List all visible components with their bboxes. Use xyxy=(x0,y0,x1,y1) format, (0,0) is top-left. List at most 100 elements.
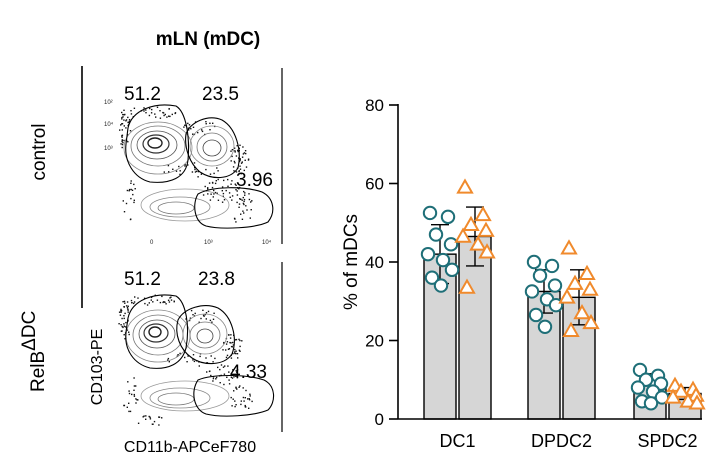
p2-event-126 xyxy=(212,380,214,382)
p1-event-216 xyxy=(123,211,126,213)
p1-event-148 xyxy=(207,188,209,190)
p1-event-85 xyxy=(241,156,244,158)
p2-event-148 xyxy=(238,386,240,388)
p2-event-138 xyxy=(228,383,231,385)
p1-event-11 xyxy=(127,141,129,143)
p2-event-124 xyxy=(236,369,239,371)
p1-event-10 xyxy=(128,120,131,123)
p2-event-240 xyxy=(161,417,163,419)
p2-event-8 xyxy=(123,334,125,336)
p1-event-248 xyxy=(188,124,191,126)
p2-event-123 xyxy=(206,371,208,373)
p1-event-150 xyxy=(227,185,229,187)
p2-event-86 xyxy=(230,345,233,348)
tick-x-3: 10⁴ xyxy=(262,239,272,246)
point-dc1-relb-1 xyxy=(474,205,492,222)
p2-event-44 xyxy=(137,297,139,299)
p1-event-63 xyxy=(130,110,132,112)
p2-event-114 xyxy=(228,371,230,373)
p1-event-34 xyxy=(121,118,123,120)
gate-double-positive xyxy=(185,117,240,179)
p2-event-19 xyxy=(126,329,129,331)
p2-event-191 xyxy=(206,362,208,364)
p1-event-232 xyxy=(132,193,134,196)
p1-event-127 xyxy=(221,201,224,203)
p1-event-126 xyxy=(214,191,217,194)
p1-event-147 xyxy=(208,182,211,184)
p1-event-213 xyxy=(217,170,219,172)
p2-event-52 xyxy=(170,299,173,301)
p1-event-200 xyxy=(184,165,186,167)
p1-event-28 xyxy=(121,136,123,138)
data-points xyxy=(420,178,706,411)
p1-event-122 xyxy=(207,187,209,189)
p2-event-92 xyxy=(239,339,241,342)
p2-event-249 xyxy=(151,423,154,425)
p1-event-119 xyxy=(223,199,226,201)
p2-event-121 xyxy=(223,373,226,375)
p1-event-29 xyxy=(121,140,123,143)
p1-event-137 xyxy=(231,180,233,182)
p1-event-152 xyxy=(213,193,215,195)
p2-event-162 xyxy=(244,405,246,407)
point-dc1-control-7 xyxy=(424,270,440,285)
p1-event-87 xyxy=(230,160,232,162)
p2-event-4 xyxy=(120,324,122,326)
p2-event-102 xyxy=(230,334,232,336)
p2-event-88 xyxy=(227,348,230,350)
p2-event-221 xyxy=(188,319,191,322)
p2-event-244 xyxy=(142,416,144,418)
p2-event-32 xyxy=(121,317,123,320)
p2-event-20 xyxy=(127,305,129,307)
p2-event-230 xyxy=(202,309,204,311)
p2-event-48 xyxy=(130,299,133,302)
p1-event-33 xyxy=(127,116,129,119)
p2-event-83 xyxy=(235,339,237,341)
p1-event-95 xyxy=(235,171,238,173)
p2-event-77 xyxy=(235,352,237,355)
p2-event-129 xyxy=(215,378,217,380)
p2-event-205 xyxy=(128,402,130,404)
p1-event-211 xyxy=(197,176,199,178)
relb-label-text: RelB xyxy=(28,351,49,392)
p2-event-119 xyxy=(222,366,225,368)
p1-event-111 xyxy=(238,170,240,173)
p2-event-166 xyxy=(247,398,249,400)
p1-event-6 xyxy=(125,120,127,122)
p2-event-238 xyxy=(137,422,140,424)
p2-event-24 xyxy=(125,305,128,307)
point-dc1-control-3 xyxy=(443,237,459,252)
p2-event-110 xyxy=(220,364,223,366)
p1-event-16 xyxy=(125,119,128,121)
point-spdc2-relb-2 xyxy=(672,382,690,398)
point-dpdc2-control-4 xyxy=(524,284,540,299)
row-label-control: control xyxy=(29,123,50,180)
p1-event-165 xyxy=(244,192,246,194)
p1-event-51 xyxy=(162,112,165,114)
p2-event-210 xyxy=(133,389,135,391)
p2-event-180 xyxy=(199,355,201,358)
p2-event-248 xyxy=(158,424,160,426)
p2-event-217 xyxy=(202,314,205,317)
p1-event-60 xyxy=(133,107,136,109)
p1-event-58 xyxy=(163,114,165,117)
p1-event-42 xyxy=(164,113,166,116)
p2-event-169 xyxy=(231,405,233,407)
p2-event-34 xyxy=(123,323,125,325)
p2-event-74 xyxy=(241,340,243,342)
p2-event-16 xyxy=(127,311,129,313)
p1-event-234 xyxy=(205,123,207,125)
p1-event-214 xyxy=(194,168,196,171)
p2-event-57 xyxy=(143,297,146,299)
p1-event-46 xyxy=(130,113,133,115)
p2-event-12 xyxy=(124,302,126,304)
p1-event-104 xyxy=(236,145,238,147)
p2-event-212 xyxy=(135,385,137,387)
tick-x-1: 0 xyxy=(150,240,154,246)
p2-event-5 xyxy=(128,331,130,333)
p2-event-144 xyxy=(230,374,232,376)
p2-event-190 xyxy=(167,357,170,360)
p1-event-115 xyxy=(228,192,231,194)
p2-event-108 xyxy=(235,338,238,341)
p1-event-5 xyxy=(122,113,124,116)
